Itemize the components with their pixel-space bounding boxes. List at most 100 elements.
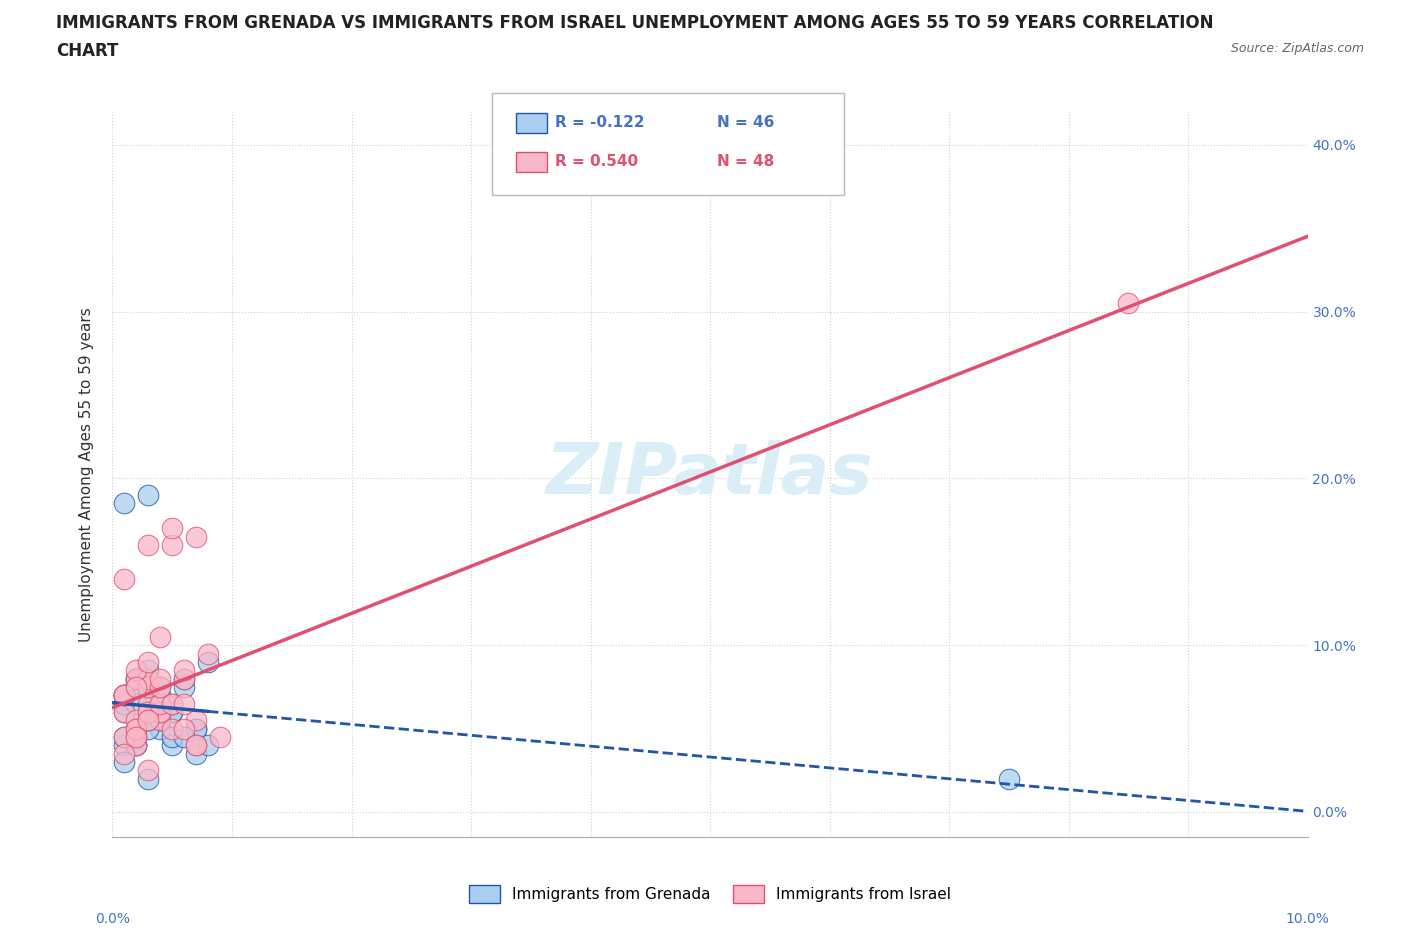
Point (173, 671, 195, 686)
Point (125, 680, 148, 695)
Point (138, 680, 160, 695)
Point (149, 712, 172, 727)
Point (186, 721, 208, 736)
Point (114, 729, 135, 744)
Text: R = 0.540: R = 0.540 (555, 154, 638, 169)
Text: Source: ZipAtlas.com: Source: ZipAtlas.com (1230, 42, 1364, 55)
Point (149, 712, 172, 727)
Point (162, 521, 183, 536)
Point (114, 754, 135, 769)
Point (125, 721, 148, 736)
Point (149, 680, 172, 695)
Point (138, 487, 160, 502)
Point (186, 737, 208, 752)
Point (138, 712, 160, 727)
Point (138, 712, 160, 727)
Point (138, 771, 160, 786)
Text: N = 48: N = 48 (717, 154, 775, 169)
Point (138, 712, 160, 727)
Point (186, 529, 208, 544)
Point (186, 737, 208, 752)
Point (114, 737, 135, 752)
Point (114, 496, 135, 511)
Point (173, 663, 195, 678)
Text: 0.0%: 0.0% (96, 912, 129, 926)
Point (197, 737, 219, 752)
Point (998, 771, 1021, 786)
Point (125, 671, 148, 686)
Point (114, 688, 135, 703)
Text: N = 46: N = 46 (717, 115, 775, 130)
Point (125, 737, 148, 752)
Point (162, 697, 183, 711)
Point (114, 705, 135, 720)
Point (138, 763, 160, 777)
Point (138, 721, 160, 736)
Point (125, 663, 148, 678)
Point (138, 688, 160, 703)
Point (125, 671, 148, 686)
Point (125, 721, 148, 736)
Point (162, 705, 183, 720)
Point (114, 688, 135, 703)
Text: CHART: CHART (56, 42, 118, 60)
Point (125, 671, 148, 686)
Point (138, 538, 160, 552)
Point (186, 721, 208, 736)
Point (162, 538, 183, 552)
Point (149, 705, 172, 720)
Point (162, 737, 183, 752)
Point (125, 737, 148, 752)
Point (186, 712, 208, 727)
Point (114, 571, 135, 586)
Point (138, 705, 160, 720)
Point (125, 737, 148, 752)
Point (162, 729, 183, 744)
Point (125, 680, 148, 695)
Text: IMMIGRANTS FROM GRENADA VS IMMIGRANTS FROM ISRAEL UNEMPLOYMENT AMONG AGES 55 TO : IMMIGRANTS FROM GRENADA VS IMMIGRANTS FR… (56, 14, 1213, 32)
Point (197, 655, 219, 670)
Point (114, 688, 135, 703)
Point (138, 705, 160, 720)
Point (125, 729, 148, 744)
Point (125, 712, 148, 727)
Point (149, 705, 172, 720)
Point (138, 671, 160, 686)
Point (114, 729, 135, 744)
Point (138, 705, 160, 720)
Point (125, 729, 148, 744)
Text: R = -0.122: R = -0.122 (555, 115, 645, 130)
Point (125, 729, 148, 744)
Point (149, 688, 172, 703)
Text: 10.0%: 10.0% (1285, 912, 1330, 926)
Legend: Immigrants from Grenada, Immigrants from Israel: Immigrants from Grenada, Immigrants from… (463, 879, 957, 910)
Point (125, 721, 148, 736)
Point (125, 697, 148, 711)
Point (138, 655, 160, 670)
Y-axis label: Unemployment Among Ages 55 to 59 years: Unemployment Among Ages 55 to 59 years (79, 307, 94, 642)
Point (114, 688, 135, 703)
Point (162, 697, 183, 711)
Point (125, 721, 148, 736)
Point (149, 630, 172, 644)
Point (149, 712, 172, 727)
Point (138, 680, 160, 695)
Point (114, 697, 135, 711)
Point (162, 705, 183, 720)
Point (138, 680, 160, 695)
Point (149, 697, 172, 711)
Point (149, 721, 172, 736)
Point (149, 680, 172, 695)
Point (149, 671, 172, 686)
Point (173, 671, 195, 686)
Point (173, 697, 195, 711)
Point (114, 746, 135, 761)
Point (138, 663, 160, 678)
Point (162, 721, 183, 736)
Point (186, 746, 208, 761)
Point (114, 705, 135, 720)
Point (173, 721, 195, 736)
Point (138, 697, 160, 711)
Text: ZIPatlas: ZIPatlas (547, 440, 873, 509)
Point (114, 688, 135, 703)
